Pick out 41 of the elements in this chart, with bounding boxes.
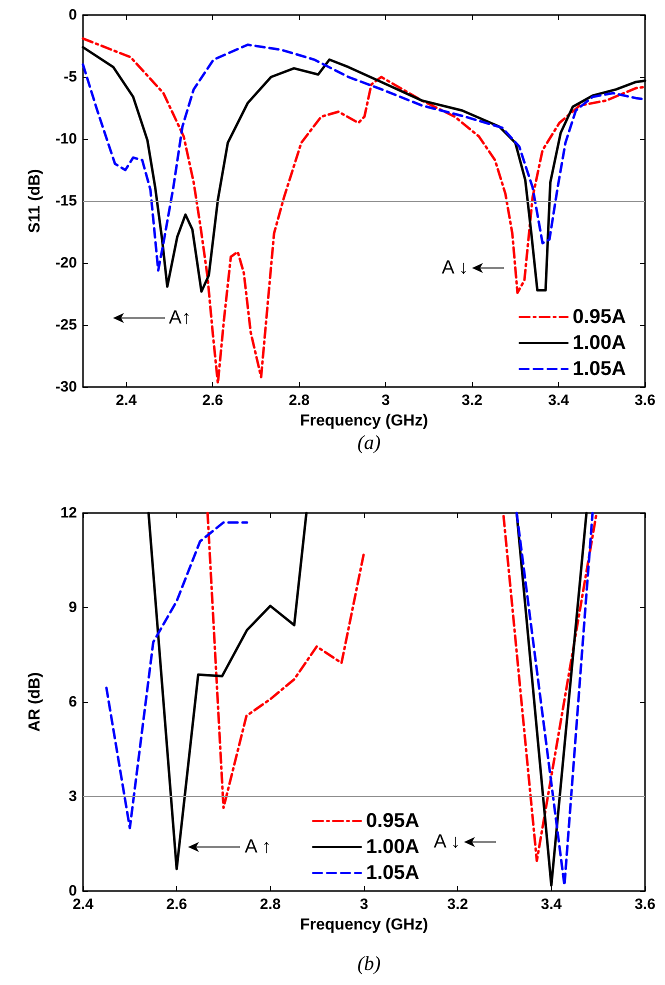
x-tick-label: 2.6 xyxy=(202,392,224,409)
annotation: A ↓ xyxy=(442,258,468,278)
x-tick-label: 3.4 xyxy=(540,896,562,913)
y-tick-label: 0 xyxy=(68,6,77,24)
legend-label: 1.00A xyxy=(572,332,626,354)
x-tick-label: 2.6 xyxy=(166,896,188,913)
line-series xyxy=(82,37,646,385)
annotation: A↑ xyxy=(168,308,192,328)
x-tick-label: 2.4 xyxy=(116,392,138,409)
x-tick-label: 3 xyxy=(360,896,368,913)
x-tick-label: 3 xyxy=(381,392,390,409)
y-tick-label: -30 xyxy=(55,378,77,396)
x-tick-label: 3.4 xyxy=(548,392,570,409)
y-axis-title: AR (dB) xyxy=(26,672,44,732)
legend-label: 1.05A xyxy=(366,862,420,884)
y-tick-label: -25 xyxy=(55,316,77,334)
y-tick-label: -5 xyxy=(64,68,77,86)
x-tick-label: 2.8 xyxy=(260,896,281,913)
y-tick-label: 12 xyxy=(60,504,77,522)
legend-label: 0.95A xyxy=(572,306,626,328)
annotation: A ↓ xyxy=(434,832,460,852)
y-tick-label: -15 xyxy=(55,192,77,210)
text: (b) xyxy=(357,953,381,975)
y-tick-label: -20 xyxy=(55,254,77,272)
y-tick-label: -10 xyxy=(55,130,77,148)
x-axis-title: Frequency (GHz) xyxy=(300,916,428,934)
x-tick-label: 3.6 xyxy=(634,896,656,913)
x-tick-label: 2.8 xyxy=(288,392,310,409)
text: (a) xyxy=(357,432,381,454)
x-tick-label: 3.2 xyxy=(447,896,468,913)
legend-label: 0.95A xyxy=(366,810,420,832)
x-tick-label: 3.6 xyxy=(634,392,656,409)
y-axis-title: S11 (dB) xyxy=(26,168,44,234)
y-tick-label: 6 xyxy=(68,694,77,710)
y-tick-label: 3 xyxy=(68,788,77,805)
legend-label: 1.00A xyxy=(366,836,420,858)
x-axis-title: Frequency (GHz) xyxy=(300,412,428,430)
x-tick-label: 3.2 xyxy=(462,392,483,409)
legend-label: 1.05A xyxy=(572,358,626,380)
annotation: A ↑ xyxy=(244,836,272,858)
y-tick-label: 9 xyxy=(68,599,77,616)
